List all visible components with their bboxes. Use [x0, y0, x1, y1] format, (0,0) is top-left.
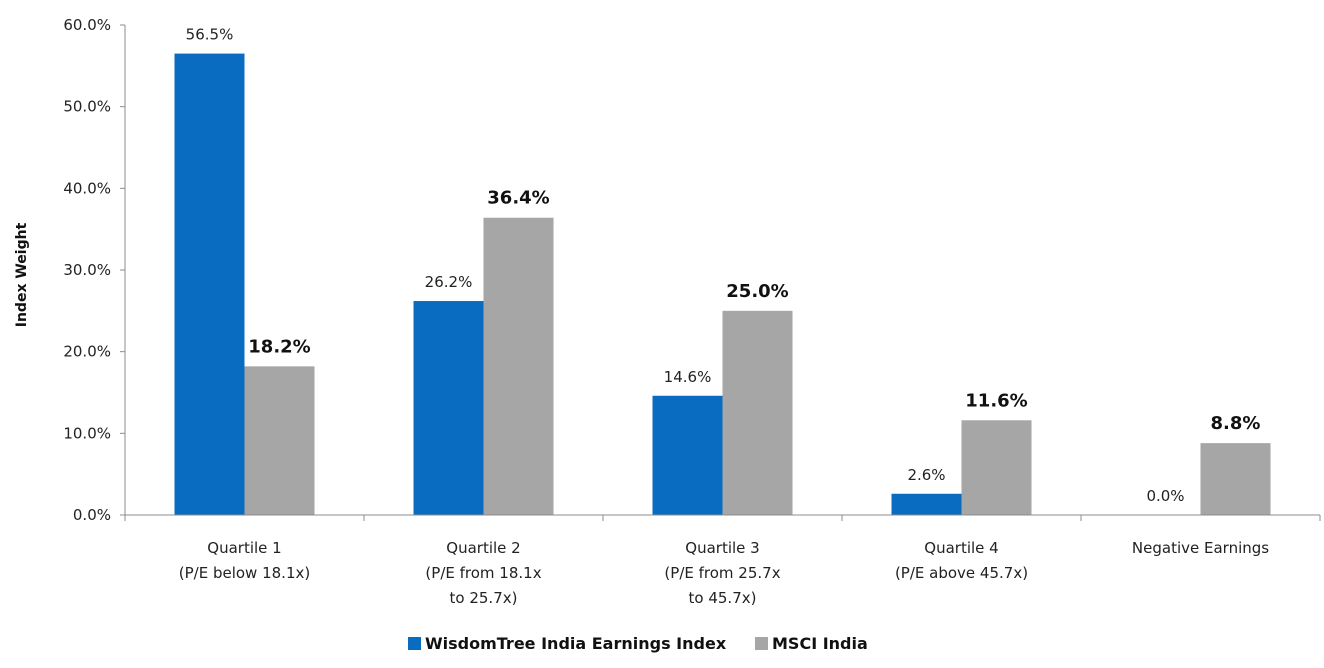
data-label: 2.6%	[907, 466, 945, 484]
bar-wisdomtree-4	[891, 493, 962, 515]
data-label: 0.0%	[1146, 487, 1184, 505]
bar-msci-4	[961, 420, 1032, 515]
y-tick-label: 10.0%	[63, 424, 111, 442]
bar-msci-1	[244, 366, 315, 515]
category-label: (P/E above 45.7x)	[895, 564, 1028, 582]
y-tick-label: 0.0%	[73, 506, 111, 524]
legend-swatch	[755, 637, 768, 650]
legend-label: WisdomTree India Earnings Index	[425, 634, 727, 653]
y-tick-label: 30.0%	[63, 261, 111, 279]
bar-msci-3	[722, 310, 793, 515]
y-tick-label: 50.0%	[63, 98, 111, 116]
category-label: to 45.7x)	[689, 589, 757, 607]
category-label: (P/E below 18.1x)	[179, 564, 310, 582]
category-labels: Quartile 1 (P/E below 18.1x) Quartile 2 (P/…	[179, 539, 1270, 607]
y-tick-label: 20.0%	[63, 343, 111, 361]
category-label: (P/E from 18.1x	[425, 564, 541, 582]
data-label: 26.2%	[425, 273, 473, 291]
data-label: 18.2%	[248, 336, 310, 357]
bars	[174, 53, 1271, 515]
legend: WisdomTree India Earnings Index MSCI Indi…	[408, 634, 868, 653]
legend-swatch	[408, 637, 421, 650]
legend-label: MSCI India	[772, 634, 868, 653]
data-label: 36.4%	[487, 188, 549, 209]
data-label: 11.6%	[965, 390, 1027, 411]
data-label: 56.5%	[186, 26, 234, 44]
category-label: to 25.7x)	[450, 589, 518, 607]
data-label: 14.6%	[664, 368, 712, 386]
category-label: (P/E from 25.7x	[664, 564, 780, 582]
y-tick-label: 40.0%	[63, 179, 111, 197]
category-label: Quartile 1	[207, 539, 281, 557]
category-label: Negative Earnings	[1132, 539, 1269, 557]
bar-wisdomtree-3	[652, 395, 723, 515]
bar-wisdomtree-1	[174, 53, 245, 515]
y-tick-label: 60.0%	[63, 16, 111, 34]
data-labels: 56.5% 18.2% 26.2% 36.4% 14.6% 25.0% 2.6% 11.6% 0…	[186, 26, 1261, 505]
data-label: 8.8%	[1211, 413, 1261, 434]
y-axis-label: Index Weight	[14, 222, 30, 327]
y-axis-ticks: 0.0% 10.0% 20.0% 30.0% 40.0% 50.0% 60.0%	[63, 16, 1321, 524]
bar-msci-2	[483, 217, 554, 515]
category-label: Quartile 2	[446, 539, 520, 557]
category-label: Quartile 4	[924, 539, 998, 557]
category-label: Quartile 3	[685, 539, 759, 557]
bar-wisdomtree-2	[413, 301, 484, 515]
data-label: 25.0%	[726, 281, 788, 302]
bar-msci-5	[1200, 443, 1271, 515]
